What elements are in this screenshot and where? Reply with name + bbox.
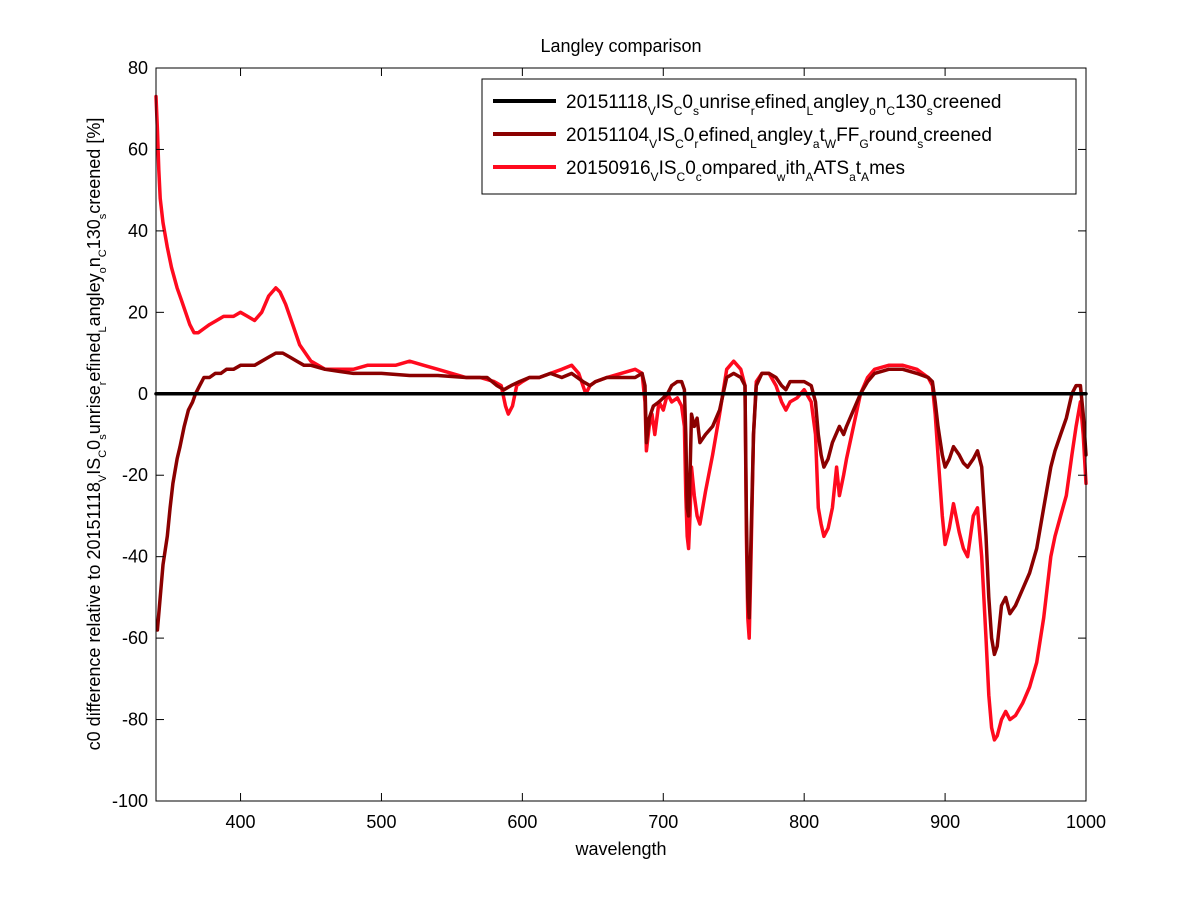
x-axis-title: wavelength (574, 839, 666, 859)
legend-box (481, 78, 1077, 195)
y-tick-label: 60 (128, 139, 148, 159)
ticks-layer: 400 500 600 700 800 900 1000 -100 -80 -60 -40 -20 0 2… (112, 58, 1106, 832)
plot-frame (155, 67, 1087, 802)
y-tick-label: -20 (122, 465, 148, 485)
series-layer (154, 94, 1088, 742)
y-tick-label: -40 (122, 547, 148, 567)
y-tick-label: 40 (128, 221, 148, 241)
legend-label-2: 20151104VISC0refinedLangleyatWFFGroundsc… (566, 125, 992, 151)
legend: 20151118VISC0sunriserefinedLangleyonC130… (481, 78, 1077, 195)
y-axis-title: c0 difference relative to 20151118VISC0s… (84, 118, 109, 751)
series-line-2 (155, 351, 1088, 657)
legend-label-1: 20151118VISC0sunriserefinedLangleyonC130… (566, 92, 1001, 118)
series-line-3 (154, 94, 1088, 742)
x-tick-label: 700 (648, 812, 678, 832)
legend-label-3: 20150916VISC0comparedwithAATSatAmes (566, 158, 905, 184)
y-tick-label: 0 (138, 384, 148, 404)
x-tick-label: 500 (366, 812, 396, 832)
y-tick-label: 80 (128, 58, 148, 78)
y-tick-label: -100 (112, 791, 148, 811)
y-tick-label: -80 (122, 710, 148, 730)
x-tick-label: 1000 (1066, 812, 1106, 832)
x-tick-label: 800 (789, 812, 819, 832)
x-tick-label: 600 (507, 812, 537, 832)
y-tick-label: -60 (122, 628, 148, 648)
x-tick-label: 900 (930, 812, 960, 832)
y-tick-label: 20 (128, 302, 148, 322)
chart-title: Langley comparison (540, 36, 701, 56)
x-tick-label: 400 (226, 812, 256, 832)
